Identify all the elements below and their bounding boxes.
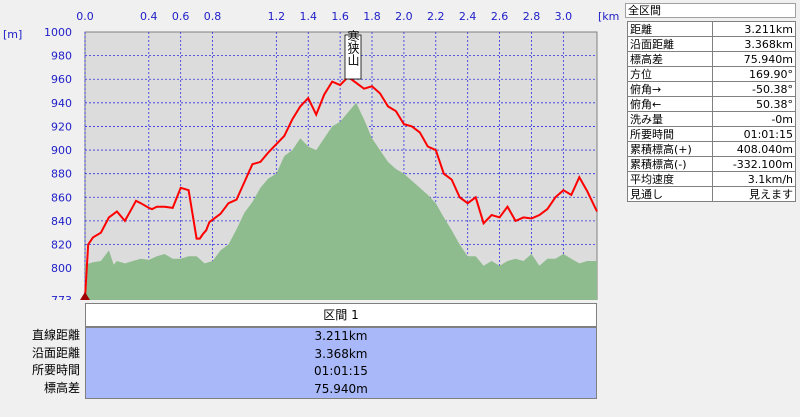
- x-tick-label: 1.4: [299, 10, 317, 23]
- y-tick-label: 900: [51, 144, 72, 157]
- section-header[interactable]: 区間 1: [85, 303, 597, 327]
- summary-label: 方位: [626, 66, 714, 82]
- summary-label: 距離: [626, 21, 714, 37]
- x-tick-label: 1.2: [268, 10, 286, 23]
- summary-value: 50.38°: [712, 96, 796, 112]
- summary-value: 3.1km/h: [712, 171, 796, 187]
- section-label: 所要時間: [31, 363, 80, 377]
- summary-value: 408.040m: [712, 141, 796, 157]
- summary-value: 75.940m: [712, 51, 796, 67]
- y-tick-label: 920: [51, 120, 72, 133]
- y-tick-label: 773: [51, 294, 72, 300]
- section-value: 3.368km: [314, 346, 368, 361]
- y-tick-label: 1000: [44, 26, 72, 39]
- x-tick-label: 2.8: [523, 10, 541, 23]
- summary-value: 3.211km: [712, 21, 796, 37]
- y-tick-label: 800: [51, 262, 72, 275]
- summary-label: 平均速度: [626, 171, 714, 187]
- y-tick-label: 860: [51, 191, 72, 204]
- y-tick-label: 960: [51, 73, 72, 86]
- summary-label: 俯角←: [626, 96, 714, 112]
- summary-header: 全区間: [625, 3, 796, 18]
- x-tick-label: 2.2: [427, 10, 445, 23]
- summary-row: 俯角← 50.38°: [626, 96, 796, 112]
- section-label: 標高差: [43, 380, 80, 395]
- peak-label: 寒狭山: [346, 29, 360, 66]
- summary-row: 標高差 75.940m: [626, 51, 796, 67]
- x-tick-label: 0.6: [172, 10, 190, 23]
- summary-row: 方位 169.90°: [626, 66, 796, 82]
- summary-row: 累積標高(-) -332.100m: [626, 156, 796, 172]
- y-tick-label: 980: [51, 50, 72, 63]
- summary-table: 距離 3.211km 沿面距離 3.368km 標高差 75.940m 方位 169.90° 俯…: [626, 21, 796, 202]
- summary-label: 俯角→: [626, 81, 714, 97]
- summary-row: 沿面距離 3.368km: [626, 36, 796, 52]
- x-tick-label: 3.0: [555, 10, 573, 23]
- summary-label: 洗み量: [626, 111, 714, 127]
- summary-row: 見通し 見えます: [626, 186, 796, 202]
- y-axis-ticks: 1000 980 960 940 920 900 880 860 840 820 800 773: [44, 26, 72, 300]
- summary-label: 所要時間: [626, 126, 714, 142]
- summary-value: 見えます: [712, 186, 796, 202]
- section-value: 01:01:15: [314, 364, 368, 378]
- x-axis-unit: [km]: [598, 10, 620, 23]
- x-tick-label: 0.8: [204, 10, 222, 23]
- x-tick-label: 2.6: [491, 10, 509, 23]
- summary-value: 3.368km: [712, 36, 796, 52]
- start-marker: [80, 292, 90, 300]
- summary-row: 距離 3.211km: [626, 21, 796, 37]
- summary-row: 所要時間 01:01:15: [626, 126, 796, 142]
- summary-label: 沿面距離: [626, 36, 714, 52]
- x-tick-label: 0.4: [140, 10, 158, 23]
- y-tick-label: 840: [51, 215, 72, 228]
- y-tick-label: 880: [51, 168, 72, 181]
- summary-label: 標高差: [626, 51, 714, 67]
- summary-label: 累積標高(+): [626, 141, 714, 157]
- x-tick-label: 2.0: [395, 10, 413, 23]
- summary-value: -0m: [712, 111, 796, 127]
- section-label: 沿面距離: [31, 345, 80, 360]
- summary-value: 169.90°: [712, 66, 796, 82]
- section-labels: 直線距離沿面距離所要時間標高差: [0, 327, 80, 397]
- y-tick-label: 820: [51, 239, 72, 252]
- summary-label: 見通し: [626, 186, 714, 202]
- x-tick-label: 0.0: [76, 10, 94, 23]
- section-values: 3.211km 3.368km 01:01:15 75.940m: [85, 327, 597, 399]
- summary-value: -50.38°: [712, 81, 796, 97]
- summary-panel: 全区間 距離 3.211km 沿面距離 3.368km 標高差 75.940m 方位 169.…: [625, 3, 796, 202]
- summary-row: 洗み量 -0m: [626, 111, 796, 127]
- summary-row: 俯角→ -50.38°: [626, 81, 796, 97]
- summary-value: -332.100m: [712, 156, 796, 172]
- elevation-profile-line: [84, 75, 598, 298]
- summary-value: 01:01:15: [712, 126, 796, 142]
- x-tick-label: 1.6: [331, 10, 349, 23]
- x-tick-label: 2.4: [459, 10, 477, 23]
- y-axis-unit: [m]: [3, 28, 22, 41]
- y-tick-label: 940: [51, 97, 72, 110]
- section-value: 3.211km: [314, 329, 368, 343]
- summary-row: 平均速度 3.1km/h: [626, 171, 796, 187]
- x-tick-label: 1.8: [363, 10, 381, 23]
- x-axis-ticks: 0.0 0.4 0.6 0.8 1.2 1.4 1.6 1.8 2.0 2.2 2.4 2.6 2.8 3…: [76, 10, 572, 23]
- summary-label: 累積標高(-): [626, 156, 714, 172]
- elevation-chart: 0.0 0.4 0.6 0.8 1.2 1.4 1.6 1.8 2.0 2.2 2.4 2.6 2.8 3…: [3, 10, 620, 300]
- peak-marker: 寒狭山: [344, 29, 362, 80]
- section-label: 直線距離: [31, 328, 80, 342]
- summary-row: 累積標高(+) 408.040m: [626, 141, 796, 157]
- section-value: 75.940m: [314, 381, 368, 396]
- terrain-area: [85, 102, 597, 300]
